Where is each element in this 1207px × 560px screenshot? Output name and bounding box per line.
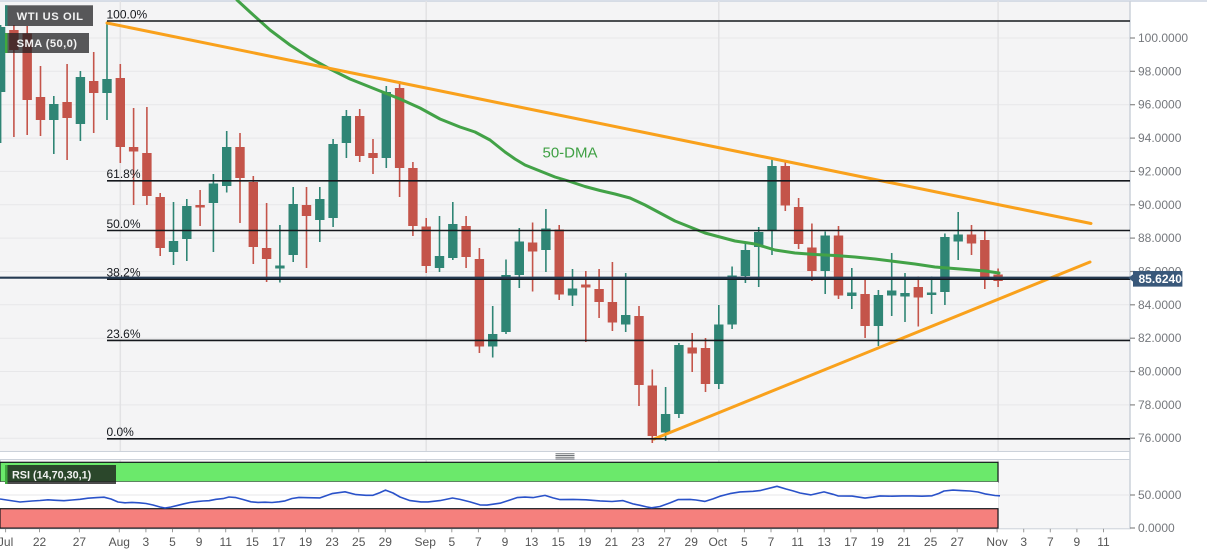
svg-text:19: 19 <box>578 535 592 549</box>
svg-text:7: 7 <box>1047 535 1054 549</box>
svg-text:85.6240: 85.6240 <box>1139 272 1183 286</box>
svg-text:13: 13 <box>525 535 539 549</box>
svg-text:11: 11 <box>1097 535 1110 549</box>
svg-text:Oct: Oct <box>708 535 727 549</box>
svg-text:38.2%: 38.2% <box>107 266 141 280</box>
svg-text:WTI US OIL: WTI US OIL <box>17 11 84 23</box>
svg-text:94.0000: 94.0000 <box>1138 131 1182 145</box>
svg-text:78.0000: 78.0000 <box>1138 398 1182 412</box>
svg-text:3: 3 <box>1020 535 1027 549</box>
svg-text:0.0%: 0.0% <box>107 425 135 439</box>
svg-text:22: 22 <box>33 535 47 549</box>
svg-text:23.6%: 23.6% <box>107 327 141 341</box>
svg-text:7: 7 <box>475 535 482 549</box>
svg-text:23: 23 <box>325 535 339 549</box>
svg-text:RSI (14,70,30,1): RSI (14,70,30,1) <box>12 470 92 482</box>
svg-text:100.0000: 100.0000 <box>1138 31 1188 45</box>
svg-text:5: 5 <box>448 535 455 549</box>
svg-text:5: 5 <box>169 535 176 549</box>
svg-text:27: 27 <box>951 535 965 549</box>
svg-text:15: 15 <box>552 535 566 549</box>
svg-text:5: 5 <box>741 535 748 549</box>
svg-text:92.0000: 92.0000 <box>1138 164 1182 178</box>
svg-text:15: 15 <box>246 535 260 549</box>
svg-text:Nov: Nov <box>986 535 1007 549</box>
svg-text:80.0000: 80.0000 <box>1138 365 1182 379</box>
svg-text:21: 21 <box>605 535 619 549</box>
svg-text:50.0%: 50.0% <box>107 217 141 231</box>
svg-text:Jul: Jul <box>0 535 13 549</box>
svg-text:84.0000: 84.0000 <box>1138 298 1182 312</box>
svg-text:13: 13 <box>818 535 832 549</box>
svg-text:9: 9 <box>502 535 509 549</box>
svg-text:25: 25 <box>924 535 938 549</box>
svg-text:29: 29 <box>379 535 393 549</box>
svg-text:0.0000: 0.0000 <box>1138 521 1175 535</box>
svg-text:23: 23 <box>631 535 645 549</box>
svg-text:25: 25 <box>352 535 366 549</box>
svg-text:90.0000: 90.0000 <box>1138 198 1182 212</box>
svg-text:11: 11 <box>791 535 804 549</box>
svg-text:50.0000: 50.0000 <box>1138 488 1182 502</box>
svg-text:11: 11 <box>219 535 232 549</box>
svg-text:3: 3 <box>143 535 150 549</box>
svg-text:Aug: Aug <box>109 535 130 549</box>
svg-text:100.0%: 100.0% <box>107 7 148 21</box>
svg-text:17: 17 <box>844 535 858 549</box>
svg-text:19: 19 <box>299 535 313 549</box>
svg-text:50-DMA: 50-DMA <box>542 145 597 162</box>
svg-text:27: 27 <box>73 535 87 549</box>
svg-text:9: 9 <box>196 535 203 549</box>
svg-text:Sep: Sep <box>415 535 437 549</box>
svg-text:61.8%: 61.8% <box>107 167 141 181</box>
svg-text:21: 21 <box>897 535 911 549</box>
svg-text:76.0000: 76.0000 <box>1138 431 1182 445</box>
svg-text:88.0000: 88.0000 <box>1138 231 1182 245</box>
svg-text:27: 27 <box>658 535 672 549</box>
svg-text:82.0000: 82.0000 <box>1138 331 1182 345</box>
svg-text:9: 9 <box>1074 535 1081 549</box>
svg-text:19: 19 <box>871 535 885 549</box>
svg-text:98.0000: 98.0000 <box>1138 64 1182 78</box>
svg-text:17: 17 <box>272 535 286 549</box>
svg-text:96.0000: 96.0000 <box>1138 98 1182 112</box>
svg-text:29: 29 <box>685 535 699 549</box>
svg-text:SMA (50,0): SMA (50,0) <box>17 38 78 50</box>
svg-text:7: 7 <box>768 535 775 549</box>
